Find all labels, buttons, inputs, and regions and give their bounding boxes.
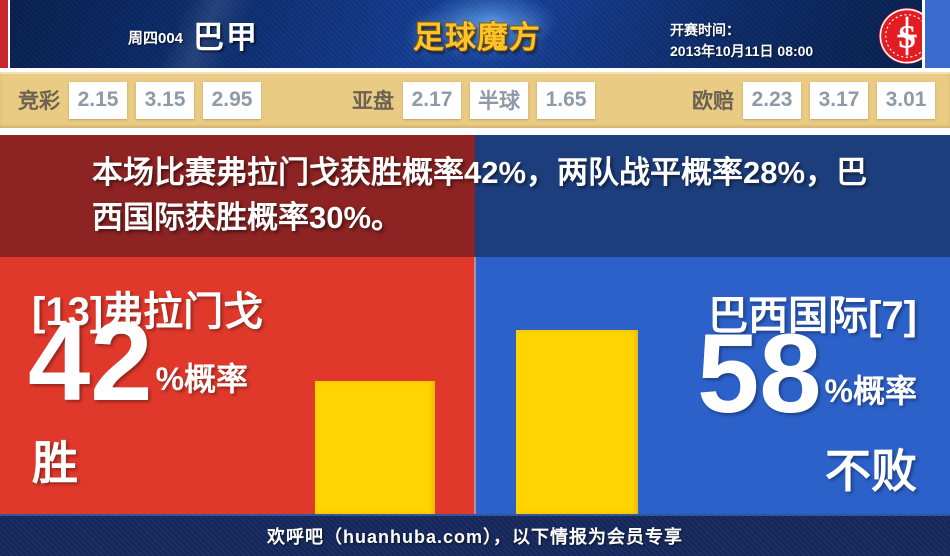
yapan-handicap[interactable]: 半球 (470, 81, 528, 119)
away-probability-bar (516, 330, 638, 514)
site-logo[interactable]: 足球魔方 (392, 0, 562, 68)
header-bar: 周四004 巴甲 足球魔方 开赛时间： 2013年10月11日 08:00 S (10, 0, 922, 68)
home-team-name: [13]弗拉门戈 (32, 290, 264, 334)
away-team-name: 巴西国际[7] (708, 294, 917, 338)
oupei-odd-lose[interactable]: 3.01 (877, 81, 935, 119)
yapan-odd-home[interactable]: 2.17 (403, 81, 461, 119)
away-percent-value: 58 (696, 311, 822, 436)
away-outcome: 不败 (825, 445, 917, 497)
match-code: 周四004 (128, 29, 184, 47)
match-info: 周四004 巴甲 (128, 0, 259, 68)
home-outcome: 胜 (32, 437, 78, 489)
kickoff-label: 开赛时间： (670, 22, 740, 38)
jingcai-odd-win[interactable]: 2.15 (69, 81, 127, 119)
jingcai-label: 竞彩 (18, 90, 60, 113)
oupei-odd-draw[interactable]: 3.17 (810, 81, 868, 119)
away-percent-suffix: %概率 (824, 373, 917, 409)
away-color-accent-strip (925, 0, 950, 68)
home-percent-row: 42 %概率 (28, 299, 249, 424)
yapan-label: 亚盘 (352, 90, 394, 113)
odds-bar: 竞彩 2.15 3.15 2.95 亚盘 2.17 半球 1.65 欧赔 2.2… (0, 72, 950, 128)
oupei-label: 欧赔 (692, 90, 734, 113)
home-percent-value: 42 (28, 299, 153, 424)
banner-away-half (475, 135, 950, 257)
yapan-odd-away[interactable]: 1.65 (537, 81, 595, 119)
kickoff-time-block: 开赛时间： 2013年10月11日 08:00 (670, 20, 813, 62)
jingcai-odd-lose[interactable]: 2.95 (203, 81, 261, 119)
site-logo-text: 足球魔方 (413, 19, 541, 55)
home-color-accent-strip (0, 0, 8, 68)
banner-home-half (0, 135, 475, 257)
probability-panels: [13]弗拉门戈 42 %概率 胜 巴西国际[7] 58 %概率 不败 (0, 257, 950, 514)
panel-divider (474, 257, 476, 514)
jingcai-odd-draw[interactable]: 3.15 (136, 81, 194, 119)
prediction-banner: 本场比赛弗拉门戈获胜概率42%，两队战平概率28%，巴西国际获胜概率30%。 (0, 135, 950, 257)
odds-group-jingcai: 竞彩 2.15 3.15 2.95 (18, 72, 261, 128)
odds-group-yapan: 亚盘 2.17 半球 1.65 (352, 72, 595, 128)
home-percent-suffix: %概率 (155, 361, 249, 397)
kickoff-time: 2013年10月11日 08:00 (670, 43, 814, 59)
prediction-text: 本场比赛弗拉门戈获胜概率42%，两队战平概率28%，巴西国际获胜概率30%。 (92, 155, 868, 235)
footer-text: 欢呼吧（huanhuba.com），以下情报为会员专享 (266, 527, 683, 547)
team-badge-icon: S (878, 7, 922, 65)
league-title: 巴甲 (193, 19, 260, 55)
odds-group-oupei: 欧赔 2.23 3.17 3.01 (692, 72, 935, 128)
away-percent-row: 58 %概率 (696, 311, 917, 436)
footer-bar: 欢呼吧（huanhuba.com），以下情报为会员专享 (0, 514, 950, 556)
oupei-odd-win[interactable]: 2.23 (743, 81, 801, 119)
home-probability-bar (315, 381, 435, 514)
